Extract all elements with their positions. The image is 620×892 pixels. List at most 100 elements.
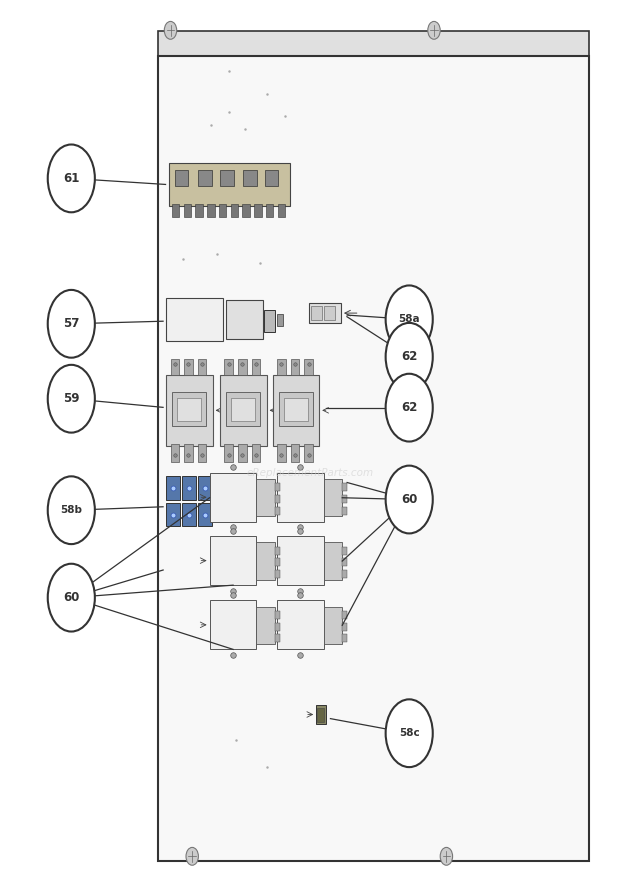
Bar [264, 310, 275, 332]
Text: 62: 62 [401, 351, 417, 363]
Bar [304, 444, 313, 462]
Bar [275, 558, 280, 566]
Circle shape [440, 847, 453, 865]
Bar [226, 392, 260, 426]
Circle shape [48, 290, 95, 358]
Text: 60: 60 [401, 493, 417, 506]
Text: 61: 61 [63, 172, 79, 185]
Bar [166, 375, 213, 446]
Bar [231, 398, 255, 421]
Bar [182, 476, 196, 500]
Bar [273, 375, 319, 446]
Bar [311, 306, 322, 320]
Circle shape [48, 564, 95, 632]
Bar [275, 634, 280, 642]
Bar [278, 204, 285, 217]
Bar [277, 600, 324, 649]
Bar [198, 503, 212, 526]
Bar [169, 163, 290, 206]
Bar [210, 473, 256, 522]
Circle shape [48, 145, 95, 212]
Bar [172, 392, 206, 426]
Bar [158, 56, 589, 861]
Bar [275, 495, 280, 503]
Bar [198, 476, 212, 500]
Text: 58c: 58c [399, 728, 420, 739]
Bar [210, 600, 256, 649]
Bar [342, 507, 347, 515]
Text: 59: 59 [63, 392, 79, 405]
Bar [256, 479, 275, 516]
Bar [277, 473, 324, 522]
Text: eReplacementParts.com: eReplacementParts.com [246, 467, 374, 478]
Text: 60: 60 [63, 591, 79, 604]
Bar [275, 507, 280, 515]
Bar [184, 444, 193, 462]
Bar [224, 444, 233, 462]
Bar [324, 607, 342, 644]
Bar [210, 536, 256, 585]
Bar [256, 542, 275, 580]
Bar [342, 483, 347, 491]
Bar [238, 444, 247, 462]
Circle shape [428, 21, 440, 39]
Bar [166, 476, 180, 500]
Bar [342, 547, 347, 555]
Bar [279, 392, 313, 426]
Bar [324, 542, 342, 580]
Circle shape [48, 476, 95, 544]
Circle shape [164, 21, 177, 39]
Text: 58b: 58b [60, 505, 82, 516]
Bar [342, 623, 347, 631]
Bar [277, 444, 286, 462]
Bar [275, 483, 280, 491]
Bar [224, 359, 233, 375]
Circle shape [386, 374, 433, 442]
Bar [342, 634, 347, 642]
Bar [231, 204, 238, 217]
Bar [324, 479, 342, 516]
Text: 57: 57 [63, 318, 79, 330]
Bar [198, 359, 206, 375]
Bar [184, 359, 193, 375]
Bar [324, 306, 335, 320]
Circle shape [386, 699, 433, 767]
Bar [184, 204, 191, 217]
Circle shape [386, 285, 433, 353]
Bar [177, 398, 201, 421]
Bar [252, 359, 260, 375]
Bar [175, 170, 188, 186]
Circle shape [386, 466, 433, 533]
Bar [275, 570, 280, 578]
Bar [243, 170, 257, 186]
Bar [170, 359, 179, 375]
Bar [342, 495, 347, 503]
Bar [275, 547, 280, 555]
Bar [226, 300, 263, 339]
Bar [172, 204, 179, 217]
Bar [256, 607, 275, 644]
Text: 62: 62 [401, 401, 417, 414]
Bar [277, 314, 283, 326]
Bar [317, 708, 324, 722]
Bar [291, 444, 299, 462]
Bar [219, 204, 226, 217]
Circle shape [386, 323, 433, 391]
Bar [195, 204, 203, 217]
Circle shape [48, 365, 95, 433]
Bar [342, 558, 347, 566]
Bar [182, 503, 196, 526]
Bar [166, 503, 180, 526]
Bar [207, 204, 215, 217]
Bar [304, 359, 313, 375]
Bar [309, 303, 341, 323]
Bar [316, 705, 326, 724]
Bar [275, 611, 280, 619]
Bar [266, 204, 273, 217]
Bar [265, 170, 278, 186]
Bar [277, 359, 286, 375]
Bar [342, 611, 347, 619]
Bar [284, 398, 308, 421]
Bar [254, 204, 262, 217]
Bar [170, 444, 179, 462]
